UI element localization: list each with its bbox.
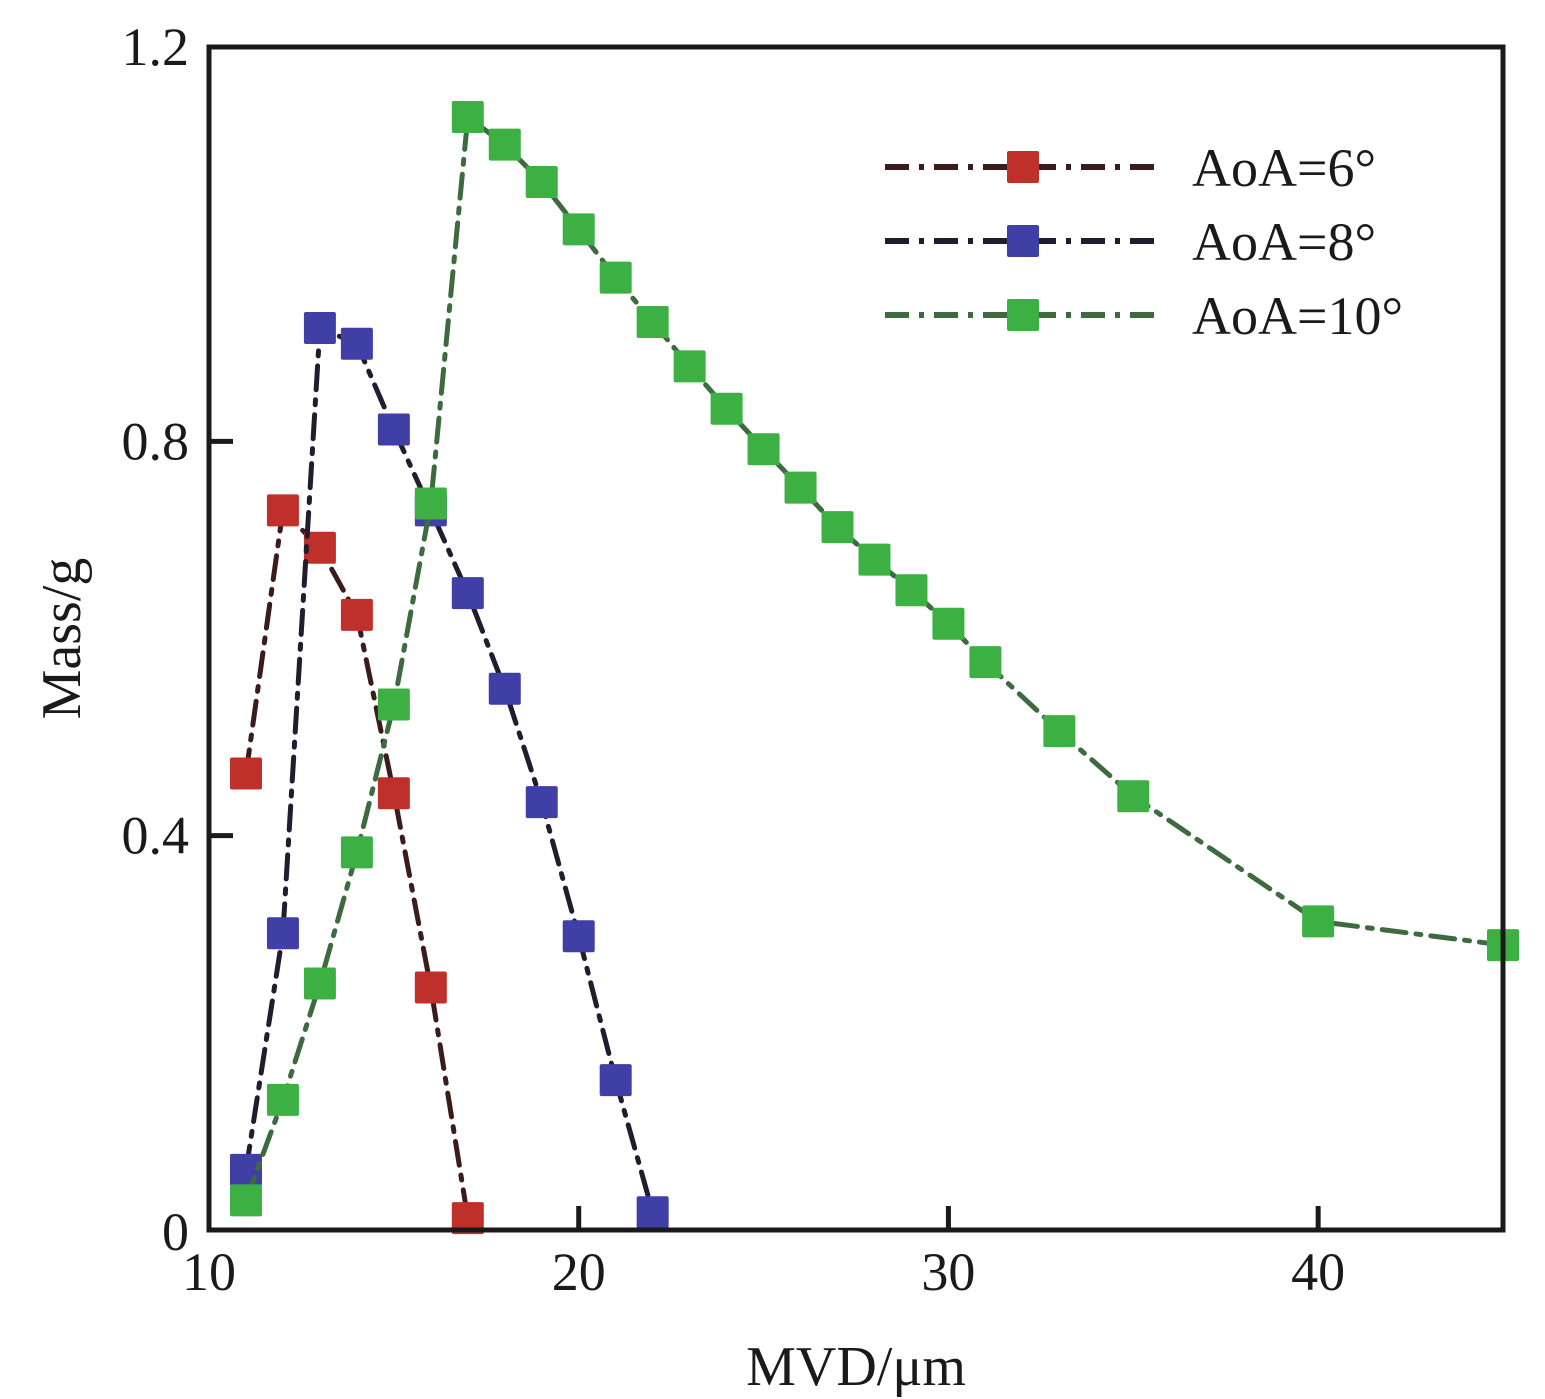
series-1: [229, 494, 484, 1235]
data-point: [1117, 780, 1150, 813]
data-point: [636, 1196, 669, 1229]
x-axis-title: MVD/μm: [746, 1336, 966, 1398]
data-point: [451, 100, 484, 133]
data-point: [747, 433, 780, 466]
data-point: [303, 531, 336, 564]
data-point: [303, 967, 336, 1000]
data-point: [895, 574, 928, 607]
y-tick-label: 0: [162, 1202, 189, 1262]
series-line: [243, 112, 1506, 1203]
data-point: [451, 577, 484, 610]
data-point: [710, 392, 743, 425]
legend: AoA=6° AoA=8° AoA=10°: [885, 138, 1403, 346]
data-point: [414, 487, 447, 520]
ticks-layer: 10 20 30 40 0 0.4 0.8 1.2: [122, 17, 1346, 1302]
legend-label: AoA=6°: [1192, 138, 1376, 198]
data-point: [969, 646, 1002, 679]
data-point: [1043, 715, 1076, 748]
data-point: [340, 598, 373, 631]
data-point: [673, 350, 706, 383]
data-point: [266, 917, 299, 950]
data-point: [488, 672, 521, 705]
data-point: [377, 688, 410, 721]
data-point: [340, 836, 373, 869]
legend-item-3: AoA=10°: [885, 286, 1403, 346]
data-point: [377, 777, 410, 810]
y-axis-title: Mass/g: [31, 558, 93, 720]
x-tick-label: 10: [182, 1242, 236, 1302]
data-point: [229, 757, 262, 790]
legend-marker: [1007, 225, 1039, 257]
data-point: [636, 306, 669, 339]
legend-label: AoA=10°: [1192, 286, 1403, 346]
data-point: [525, 166, 558, 199]
data-point: [1302, 905, 1335, 938]
y-tick-label: 0.8: [122, 411, 190, 471]
legend-marker: [1007, 299, 1039, 331]
data-point: [562, 920, 595, 953]
data-point: [858, 543, 891, 576]
x-tick-label: 20: [552, 1242, 606, 1302]
data-point: [229, 1184, 262, 1217]
legend-item-1: AoA=6°: [885, 138, 1376, 198]
data-point: [266, 494, 299, 527]
data-point: [562, 213, 595, 246]
x-tick-label: 30: [921, 1242, 975, 1302]
plot-frame: [206, 44, 1506, 1233]
x-tick-label: 40: [1291, 1242, 1345, 1302]
data-point: [414, 971, 447, 1004]
data-point: [377, 413, 410, 446]
data-point: [821, 511, 854, 544]
y-tick-label: 0.4: [122, 806, 190, 866]
data-point: [932, 607, 965, 640]
legend-marker: [1007, 151, 1039, 183]
data-point: [525, 786, 558, 819]
y-tick-label: 1.2: [122, 17, 190, 77]
data-point: [599, 261, 632, 294]
legend-label: AoA=8°: [1192, 212, 1376, 272]
legend-item-2: AoA=8°: [885, 212, 1376, 272]
data-point: [599, 1064, 632, 1097]
data-point: [303, 311, 336, 344]
data-point: [451, 1202, 484, 1235]
data-point: [340, 327, 373, 360]
series-line: [243, 324, 656, 1215]
data-point: [266, 1083, 299, 1116]
data-point: [488, 128, 521, 161]
data-point: [784, 471, 817, 504]
